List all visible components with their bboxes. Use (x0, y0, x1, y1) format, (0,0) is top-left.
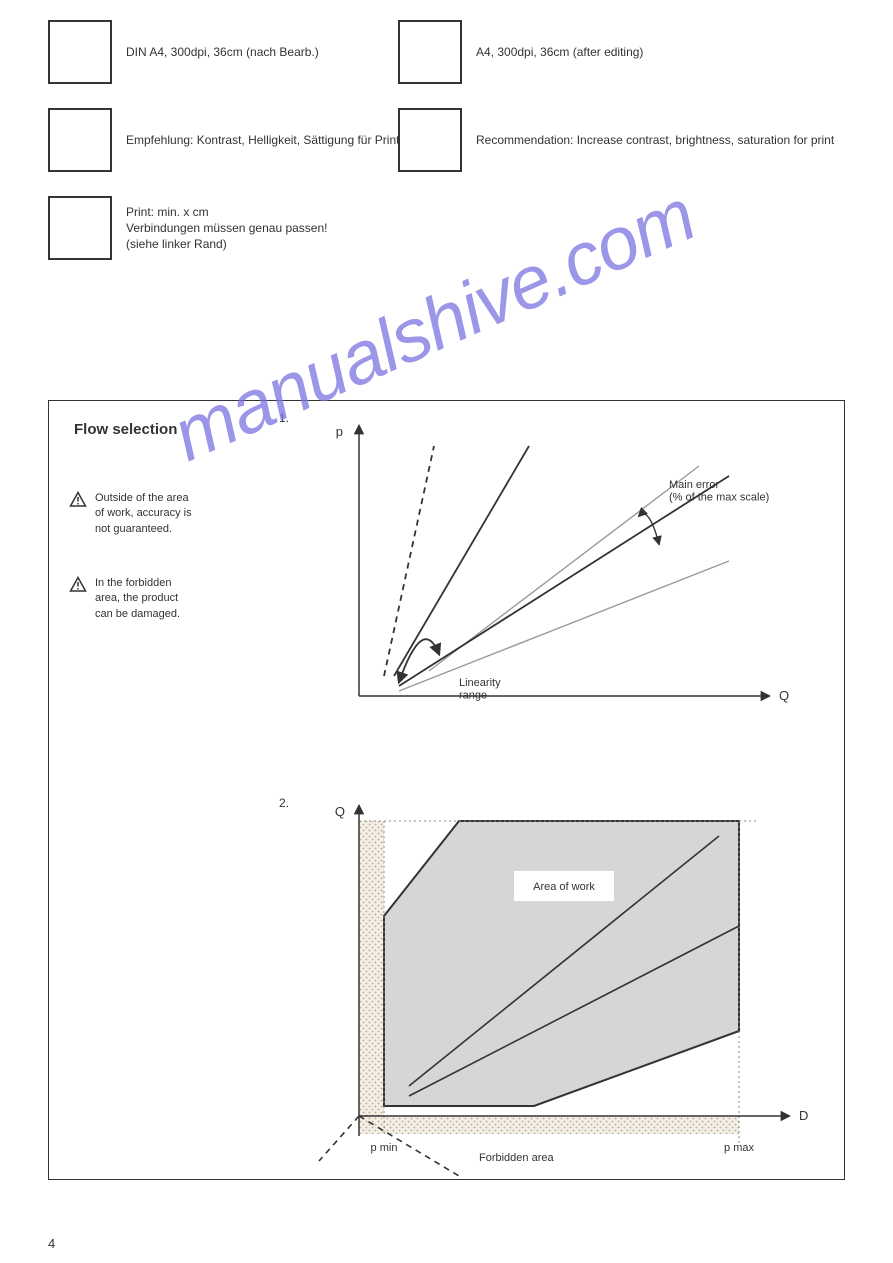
warning-text: In the forbidden area, the product can b… (95, 576, 180, 622)
svg-text:p min: p min (371, 1142, 398, 1154)
warning-icon (69, 491, 87, 509)
info-box-contrast-en: Recommendation: Increase contrast, brigh… (398, 108, 834, 172)
info-box-print-de: Print: min. x cm Verbindungen müssen gen… (48, 196, 328, 260)
svg-text:p: p (336, 424, 343, 439)
info-box-label: A4, 300dpi, 36cm (after editing) (476, 44, 643, 60)
empty-square-icon (398, 108, 462, 172)
svg-text:p max: p max (724, 1142, 754, 1154)
empty-square-icon (398, 20, 462, 84)
svg-text:Forbidden area: Forbidden area (479, 1152, 554, 1164)
diagram-title: Flow selection (74, 421, 177, 438)
figure-number-1: 1. (279, 411, 289, 425)
info-box-label: Print: min. x cm Verbindungen müssen gen… (126, 204, 328, 253)
svg-text:Area of work: Area of work (533, 881, 595, 893)
info-box-label: Recommendation: Increase contrast, brigh… (476, 132, 834, 148)
info-box-a4-en: A4, 300dpi, 36cm (after editing) (398, 20, 643, 84)
chart-pressure-flow: QpLinearityrangeMain error(% of the max … (299, 416, 809, 746)
info-box-label: DIN A4, 300dpi, 36cm (nach Bearb.) (126, 44, 319, 60)
diagram-frame: Flow selection Outside of the area of wo… (48, 400, 845, 1180)
svg-text:Linearityrange: Linearityrange (459, 677, 501, 702)
empty-square-icon (48, 108, 112, 172)
warning-icon (69, 576, 87, 594)
svg-text:DN: DN (799, 1108, 809, 1123)
chart-flow-dn: DN Q Area of work p min p max Forbidden area (299, 796, 809, 1186)
svg-text:Q: Q (779, 688, 789, 703)
info-box-a4-de: DIN A4, 300dpi, 36cm (nach Bearb.) (48, 20, 319, 84)
warning-text: Outside of the area of work, accuracy is… (95, 491, 192, 537)
page: { "page_number": "4", "watermark": "manu… (0, 0, 893, 1263)
page-number: 4 (48, 1236, 55, 1251)
info-box-contrast-de: Empfehlung: Kontrast, Helligkeit, Sättig… (48, 108, 447, 172)
empty-square-icon (48, 196, 112, 260)
svg-text:Q: Q (335, 804, 345, 819)
warning-accuracy: Outside of the area of work, accuracy is… (69, 491, 192, 537)
figure-number-2: 2. (279, 796, 289, 810)
empty-square-icon (48, 20, 112, 84)
warning-forbidden: In the forbidden area, the product can b… (69, 576, 180, 622)
